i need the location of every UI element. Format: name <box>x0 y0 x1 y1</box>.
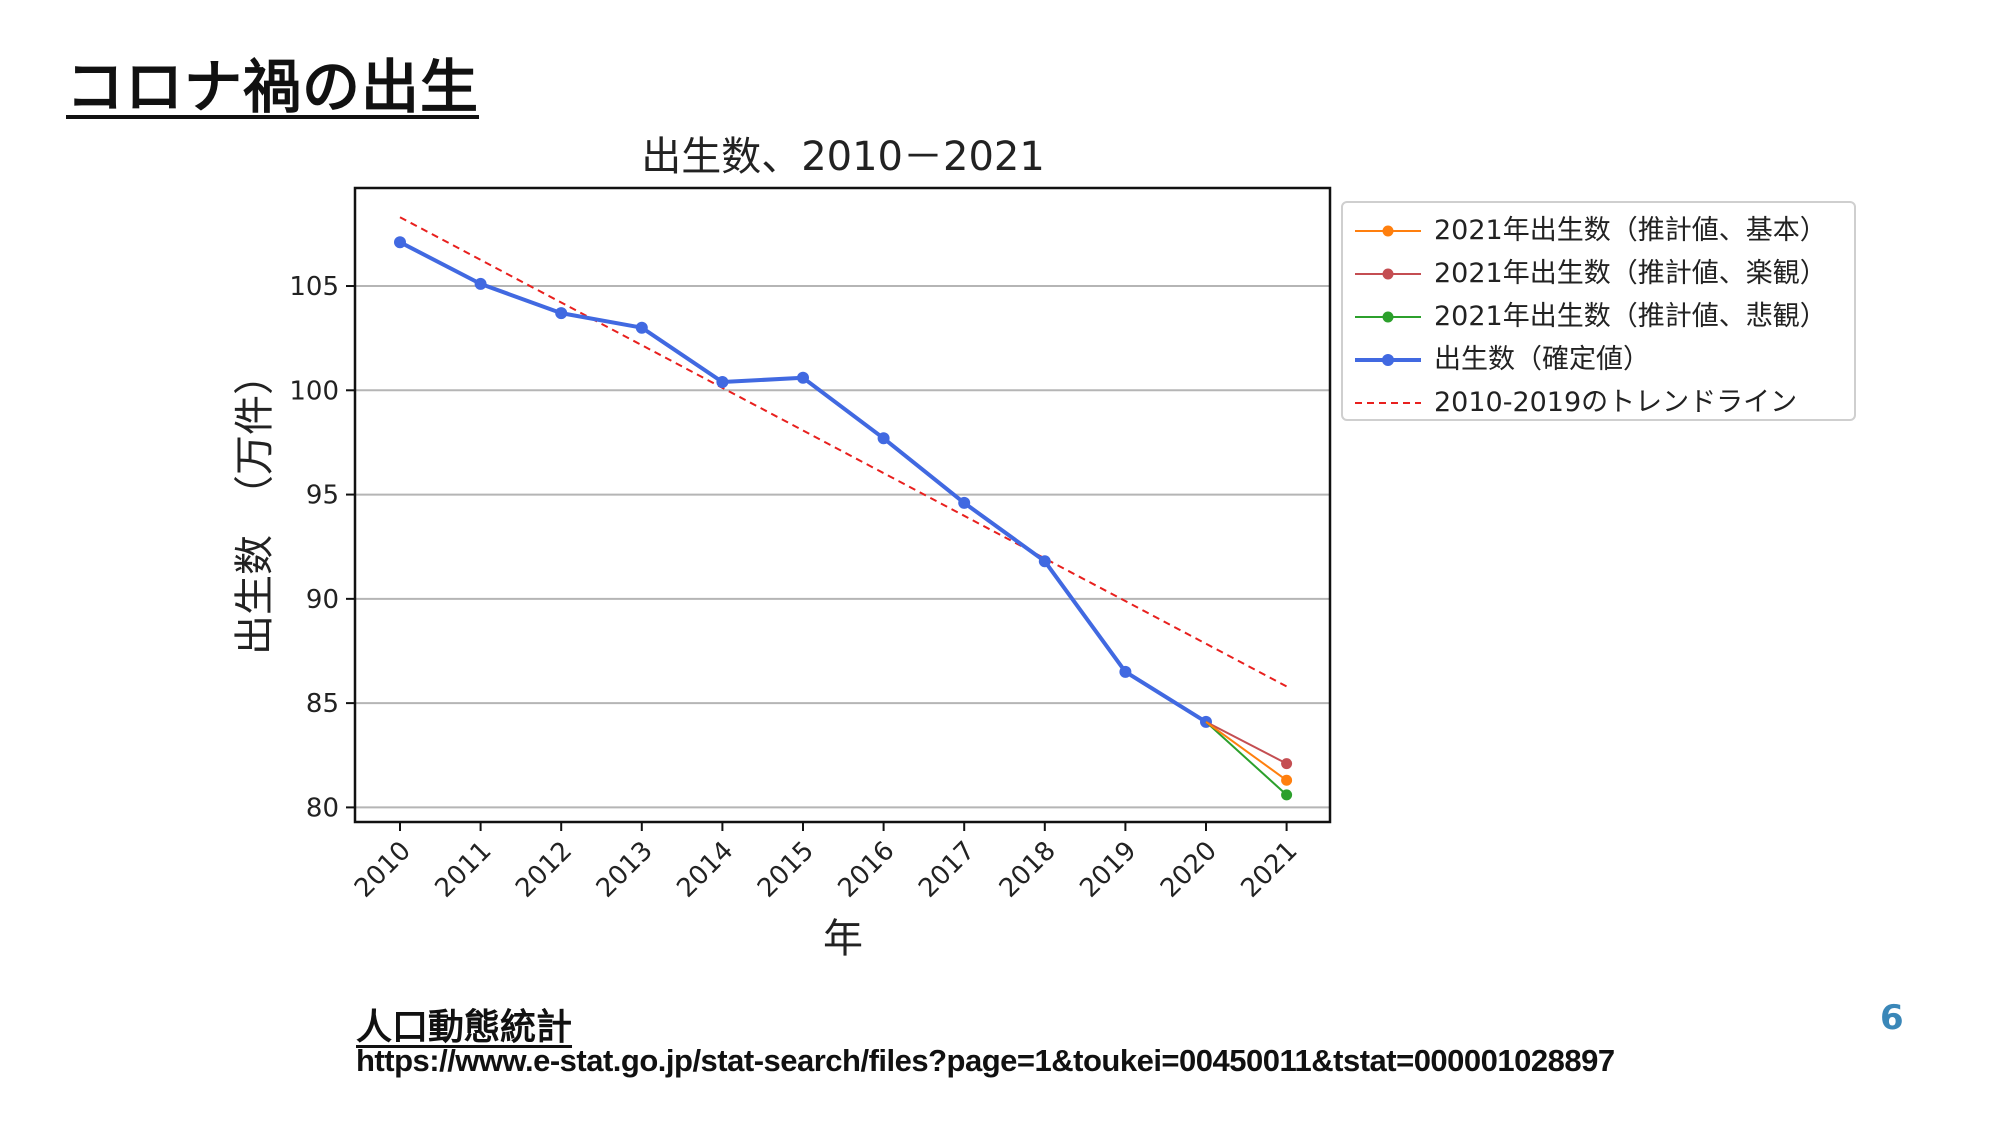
legend-label-optimistic: 2021年出生数（推計値、楽観） <box>1434 258 1827 289</box>
source-title: 人口動態統計 <box>356 1007 573 1048</box>
x-tick-label-2019: 2019 <box>1074 836 1142 904</box>
series-1 <box>1205 721 1293 770</box>
legend-label-confirmed: 出生数（確定値） <box>1434 344 1650 375</box>
x-axis: 2010 2011 2012 2013 2014 2015 2016 2017 2018 2019… <box>349 822 1304 904</box>
x-tick-label-2021: 2021 <box>1236 836 1304 904</box>
legend-item-pessimistic: 2021年出生数（推計値、悲観） <box>1343 297 1854 337</box>
point-1-2021 <box>1281 758 1293 770</box>
series-2 <box>1205 721 1293 801</box>
point-3-2015 <box>797 371 809 384</box>
x-tick-label-2015: 2015 <box>752 836 820 904</box>
chart-legend: 2021年出生数（推計値、基本） 2021年出生数（推計値、楽観） 2021年出… <box>1341 201 1856 421</box>
y-axis-label: 出生数 （万件） <box>232 355 278 655</box>
legend-item-optimistic: 2021年出生数（推計値、楽観） <box>1343 254 1854 294</box>
y-tick-label-80: 80 <box>306 793 339 823</box>
point-3-2014 <box>716 375 729 388</box>
point-3-2018 <box>1038 555 1051 568</box>
y-axis: 80 85 90 95 100 105 <box>289 272 355 823</box>
x-tick-label-2010: 2010 <box>349 836 417 904</box>
x-tick-label-2018: 2018 <box>994 836 1062 904</box>
legend-swatch-confirmed <box>1355 354 1421 366</box>
series-line-0 <box>1205 721 1288 782</box>
series-line-2 <box>1205 721 1288 796</box>
x-tick-label-2017: 2017 <box>913 836 981 904</box>
series-layer <box>394 216 1293 801</box>
series-line-1 <box>1205 721 1288 765</box>
x-tick-label-2012: 2012 <box>510 836 578 904</box>
series-0 <box>1205 721 1293 786</box>
legend-swatch-pessimistic <box>1355 311 1421 323</box>
legend-label-pessimistic: 2021年出生数（推計値、悲観） <box>1434 301 1827 332</box>
series-3 <box>394 236 1212 728</box>
legend-swatch-optimistic <box>1355 268 1421 280</box>
point-3-2012 <box>555 307 568 320</box>
source-url[interactable]: https://www.e-stat.go.jp/stat-search/fil… <box>356 1043 1615 1078</box>
point-3-2016 <box>877 432 890 445</box>
x-tick-label-2016: 2016 <box>833 836 901 904</box>
page-number: 6 <box>1880 998 1904 1038</box>
legend-item-confirmed: 出生数（確定値） <box>1343 340 1854 380</box>
x-tick-label-2014: 2014 <box>671 836 739 904</box>
x-tick-label-2020: 2020 <box>1155 836 1223 904</box>
y-tick-label-95: 95 <box>306 481 339 511</box>
y-tick-label-90: 90 <box>306 585 339 615</box>
series-line-4 <box>399 216 1288 688</box>
legend-item-basic: 2021年出生数（推計値、基本） <box>1343 211 1854 251</box>
point-2-2021 <box>1281 789 1293 801</box>
legend-swatch-basic <box>1355 225 1421 237</box>
slide-title: コロナ禍の出生 <box>66 53 480 121</box>
x-tick-label-2011: 2011 <box>430 836 498 904</box>
y-tick-label-100: 100 <box>289 376 339 406</box>
point-3-2013 <box>635 321 648 334</box>
point-0-2021 <box>1281 774 1293 786</box>
series-4 <box>399 216 1288 688</box>
point-3-2017 <box>958 496 971 509</box>
series-line-3 <box>399 240 1208 724</box>
legend-label-basic: 2021年出生数（推計値、基本） <box>1434 215 1827 246</box>
point-3-2011 <box>474 277 487 290</box>
plot-frame <box>353 186 1332 824</box>
legend-item-trend: 2010-2019のトレンドライン <box>1343 383 1854 423</box>
y-tick-label-105: 105 <box>289 272 339 302</box>
legend-swatch-trend <box>1355 402 1421 404</box>
point-3-2019 <box>1119 665 1132 678</box>
point-3-2010 <box>394 236 406 249</box>
y-tick-label-85: 85 <box>306 689 339 719</box>
legend-label-trend: 2010-2019のトレンドライン <box>1434 387 1798 418</box>
grid-lines <box>355 285 1330 809</box>
x-tick-label-2013: 2013 <box>591 836 659 904</box>
x-axis-label: 年 <box>823 916 863 962</box>
chart-title: 出生数、2010－2021 <box>641 134 1045 180</box>
